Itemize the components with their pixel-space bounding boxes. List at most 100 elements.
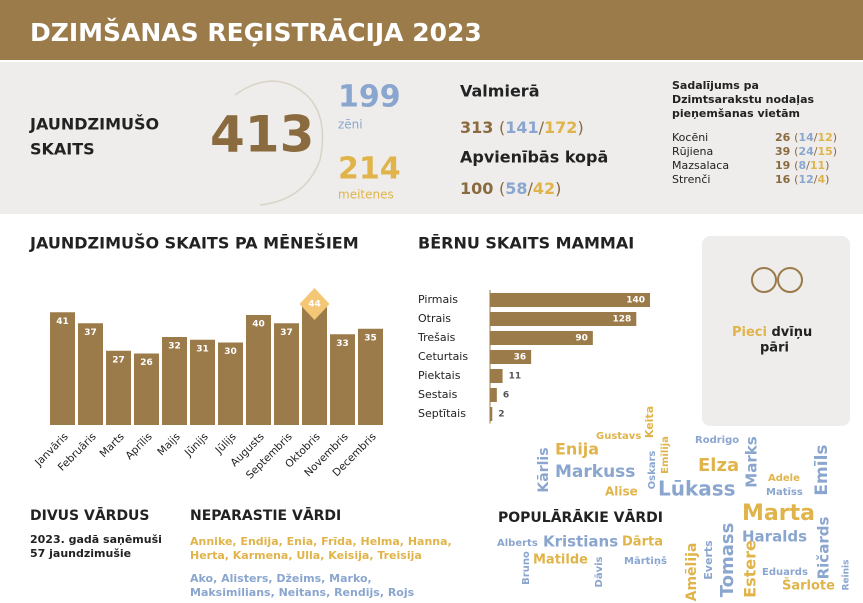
popular-name: Keita: [643, 406, 656, 438]
value-label: 140: [626, 296, 645, 306]
value-label: 27: [112, 355, 125, 365]
valmiera-title: Valmierā: [460, 82, 539, 101]
punct: ): [833, 131, 837, 144]
popular-name: Alberts: [497, 538, 538, 549]
value-label: 44: [308, 300, 321, 310]
popular-name: Alise: [605, 485, 638, 499]
bar: [490, 350, 532, 364]
girls: 15: [817, 145, 832, 158]
highlight-marker: [299, 288, 330, 320]
girls: 12: [817, 131, 832, 144]
y-tick-label: Trešais: [417, 331, 456, 344]
boys: 141: [505, 118, 538, 137]
value-label: 32: [168, 342, 181, 352]
total: 313: [460, 118, 493, 137]
hands-illustration: [234, 80, 324, 206]
punct: /: [814, 173, 818, 186]
popular-name: Gustavs: [596, 431, 641, 442]
bar: [162, 337, 187, 425]
popular-name: Ričards: [815, 517, 833, 580]
value-label: 31: [196, 344, 209, 354]
twins-text: Pieci dvīņu: [732, 325, 812, 340]
popular-name: Marta: [742, 501, 815, 526]
double-names-title: DIVUS VĀRDUS: [30, 506, 150, 524]
bar: [490, 293, 650, 307]
valmiera-breakdown: 313 (141/172): [460, 118, 584, 137]
twins-word: dvīņu: [772, 325, 813, 340]
popular-name: Reinis: [842, 560, 852, 591]
twins-text: pāri: [760, 341, 789, 356]
popular-name: Šarlote: [782, 578, 835, 594]
punct: /: [806, 159, 810, 172]
popular-name: Dārta: [622, 535, 663, 550]
popular-name: Marks: [743, 436, 761, 487]
value-label: 2: [498, 410, 504, 420]
unusual-names: Maksimilians, Neitans, Rendijs, Rojs: [190, 586, 415, 599]
unusual-names: Herta, Karmena, Ulla, Keisija, Treisija: [190, 549, 422, 562]
bar: [134, 353, 159, 425]
popular-name: Kristians: [543, 533, 618, 551]
value-label: 41: [56, 317, 69, 327]
popular-name: Emīlija: [660, 436, 671, 474]
popular-name: Oskars: [647, 451, 658, 490]
y-tick-label: Piektais: [418, 369, 461, 382]
value-label: 11: [509, 372, 522, 382]
twin-icon: [777, 267, 803, 293]
popular-name: Everts: [702, 540, 715, 580]
office-name: Mazsalaca: [672, 159, 729, 172]
twins-box: [702, 236, 850, 426]
summary-label: JAUNDZIMUŠO: [29, 115, 159, 134]
popular-name: Estere: [741, 540, 760, 598]
bar: [490, 407, 493, 421]
y-tick-label: Sestais: [418, 388, 458, 401]
office-name: Rūjiena: [672, 145, 713, 158]
total: 100: [460, 179, 493, 198]
value-label: 6: [503, 391, 509, 401]
bar: [246, 315, 271, 425]
popular-name: Markuss: [555, 462, 635, 482]
popular-name: Matilde: [533, 553, 588, 568]
summary-band: [0, 62, 863, 214]
boys: 8: [798, 159, 806, 172]
total: 39: [775, 145, 790, 158]
popular-name: Adele: [768, 473, 800, 484]
bar: [490, 369, 503, 383]
y-tick-label: Ceturtais: [418, 350, 468, 363]
total: 16: [775, 173, 791, 186]
boys: 14: [798, 131, 814, 144]
boys: 58: [505, 179, 527, 198]
popular-name: Rodrigo: [695, 435, 739, 446]
office-breakdown: 39 (24/15): [775, 145, 837, 158]
bar: [490, 331, 593, 345]
bar: [50, 312, 75, 425]
punct: ): [833, 145, 837, 158]
chart-title: JAUNDZIMUŠO SKAITS PA MĒNEŠIEM: [29, 233, 359, 253]
girls: 172: [544, 118, 577, 137]
punct: ): [825, 159, 829, 172]
value-label: 36: [514, 353, 527, 363]
punct: /: [814, 145, 818, 158]
total-births: 413: [210, 106, 314, 164]
punct: (: [499, 179, 505, 198]
popular-name: Tomass: [717, 523, 738, 598]
offices-title: Dzimtsarakstu nodaļas: [672, 93, 815, 106]
value-label: 30: [224, 347, 237, 357]
popular-name: Mārtiņš: [624, 555, 667, 567]
value-label: 35: [364, 333, 377, 343]
bar: [190, 339, 215, 425]
bar: [302, 304, 327, 425]
office-name: Kocēni: [672, 131, 708, 144]
offices-title: Sadalījums pa: [672, 79, 759, 92]
punct: /: [814, 131, 818, 144]
popular-name: Kārlis: [536, 447, 552, 492]
unions-title: Apvienībās kopā: [460, 148, 608, 167]
y-tick-label: Otrais: [418, 312, 451, 325]
punct: (: [794, 131, 798, 144]
offices-title: pieņemšanas vietām: [672, 107, 800, 120]
bar: [490, 312, 637, 326]
office-breakdown: 19 (8/11): [775, 159, 829, 172]
value-label: 37: [84, 328, 97, 338]
value-label: 128: [612, 315, 631, 325]
bar: [78, 323, 103, 425]
